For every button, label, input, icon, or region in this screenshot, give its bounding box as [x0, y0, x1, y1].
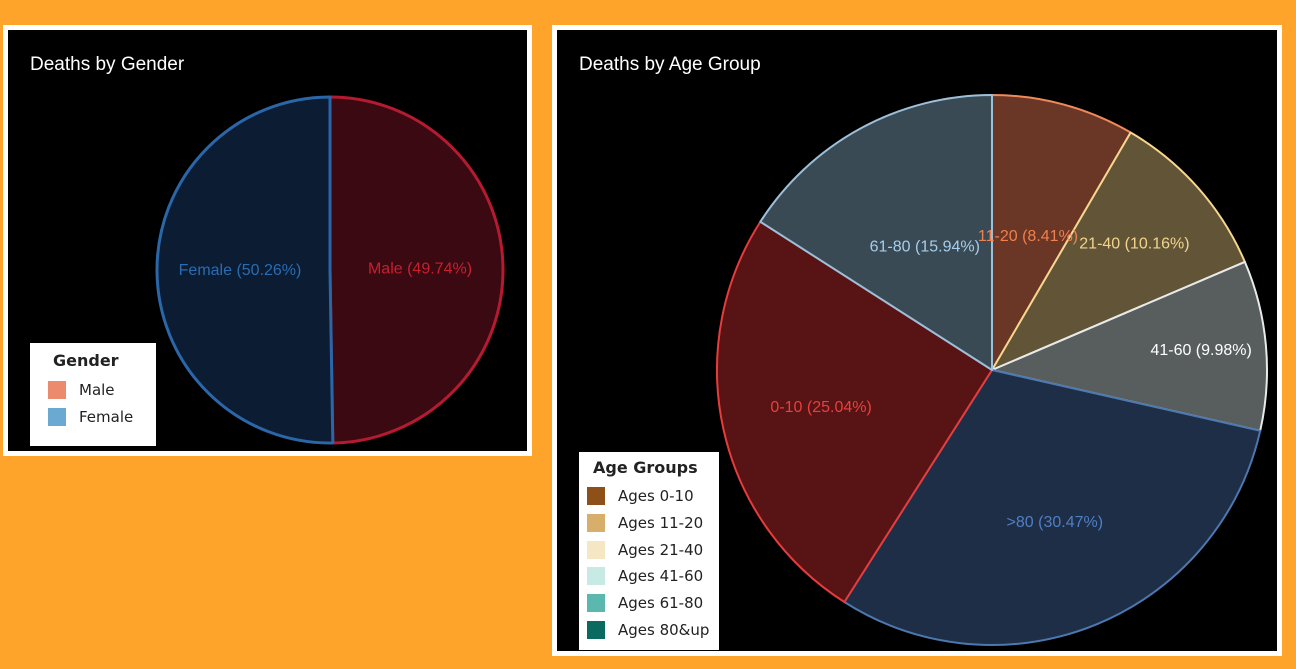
- age-slice-label-11-20: 11-20 (8.41%): [978, 228, 1078, 245]
- legend-label-ages-61-80: Ages 61-80: [618, 594, 704, 613]
- age-chart-panel: Deaths by Age Group 11-20 (8.41%) 21-40 (…: [552, 25, 1282, 656]
- legend-label-ages-11-20: Ages 11-20: [618, 514, 704, 533]
- legend-swatch-ages-11-20: [587, 514, 605, 533]
- gender-slice-male: [328, 95, 505, 445]
- legend-label-ages-41-60: Ages 41-60: [618, 567, 704, 586]
- age-pie-chart: 11-20 (8.41%) 21-40 (10.16%) 41-60 (9.98%)…: [716, 94, 1268, 646]
- legend-swatch-male: [48, 380, 66, 399]
- legend-item-male: Male: [30, 376, 156, 403]
- age-slice-label-0-10: 0-10 (25.04%): [770, 399, 871, 416]
- legend-swatch-ages-0-10: [587, 487, 605, 506]
- gender-chart-panel: Deaths by Gender Male (49.74%) Female (50…: [3, 25, 532, 456]
- age-slice-label-80: >80 (30.47%): [1007, 514, 1104, 531]
- age-slice-label-21-40: 21-40 (10.16%): [1079, 235, 1189, 252]
- age-legend: Age Groups Ages 0-10 Ages 11-20 Ages 21-…: [579, 452, 719, 650]
- age-slice-0-10: [716, 220, 993, 604]
- age-slice-61-80: [759, 94, 993, 371]
- legend-item-ages-11-20: Ages 11-20: [579, 510, 719, 537]
- legend-item-ages-0-10: Ages 0-10: [579, 483, 719, 510]
- gender-chart-title: Deaths by Gender: [30, 54, 185, 75]
- gender-slice-label-female: Female (50.26%): [179, 262, 302, 279]
- gender-legend: Gender Male Female: [30, 343, 156, 446]
- legend-swatch-ages-41-60: [587, 567, 605, 586]
- age-legend-title: Age Groups: [593, 458, 698, 477]
- legend-item-ages-80-up: Ages 80&up: [579, 616, 719, 643]
- gender-slice-label-male: Male (49.74%): [368, 260, 472, 277]
- age-slice-21-40: [991, 131, 1246, 371]
- gender-slice-female: [155, 95, 335, 445]
- legend-label-ages-21-40: Ages 21-40: [618, 540, 704, 559]
- legend-swatch-ages-21-40: [587, 540, 605, 559]
- age-slice-11-20: [991, 94, 1132, 371]
- gender-pie-chart: Male (49.74%) Female (50.26%): [155, 95, 505, 445]
- legend-label-female: Female: [79, 407, 134, 426]
- age-chart-title: Deaths by Age Group: [579, 54, 761, 75]
- legend-swatch-ages-61-80: [587, 594, 605, 613]
- legend-label-male: Male: [79, 380, 115, 399]
- age-slice-label-61-80: 61-80 (15.94%): [870, 238, 980, 255]
- legend-label-ages-0-10: Ages 0-10: [618, 487, 694, 506]
- legend-item-ages-61-80: Ages 61-80: [579, 590, 719, 617]
- legend-swatch-ages-80-up: [587, 620, 605, 639]
- age-slice-41-60: [991, 260, 1268, 432]
- legend-item-ages-41-60: Ages 41-60: [579, 563, 719, 590]
- legend-item-ages-21-40: Ages 21-40: [579, 536, 719, 563]
- legend-label-ages-80-up: Ages 80&up: [618, 620, 710, 639]
- legend-item-female: Female: [30, 403, 156, 430]
- gender-legend-title: Gender: [53, 351, 119, 370]
- age-slice-label-41-60: 41-60 (9.98%): [1150, 342, 1251, 359]
- legend-swatch-female: [48, 407, 66, 426]
